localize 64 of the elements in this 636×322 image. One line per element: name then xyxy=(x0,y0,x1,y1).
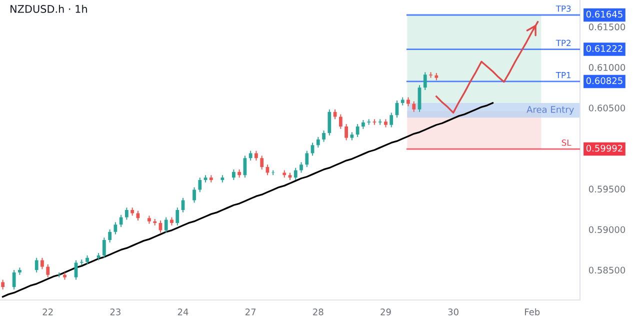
candlestick xyxy=(136,210,140,222)
candlestick xyxy=(294,167,298,180)
candlestick xyxy=(305,150,309,168)
ref-line-label: SL xyxy=(562,139,572,146)
candlestick xyxy=(74,260,78,280)
candlestick xyxy=(46,264,50,278)
candlestick xyxy=(372,118,376,126)
candlestick xyxy=(248,150,252,162)
candlestick xyxy=(254,150,258,162)
candlestick xyxy=(378,118,382,126)
text: 0.61222 xyxy=(586,45,622,52)
ref-line-label: TP1 xyxy=(556,72,571,78)
candlestick xyxy=(322,130,326,142)
candlestick xyxy=(158,220,162,234)
line-series xyxy=(2,102,494,298)
candlestick xyxy=(338,114,342,130)
candlestick xyxy=(164,216,168,234)
candlestick xyxy=(102,237,106,258)
text: 0.59992 xyxy=(586,144,622,152)
text: 0.61645 xyxy=(586,10,622,18)
x-tick-label: 27 xyxy=(246,308,256,316)
candlestick xyxy=(333,108,337,120)
candlestick xyxy=(316,136,320,148)
candlestick xyxy=(390,112,394,128)
x-tick-label: 24 xyxy=(178,308,188,316)
candlestick xyxy=(108,228,112,243)
y-tick-label: 0.59000 xyxy=(588,226,626,234)
text: 0.60825 xyxy=(586,77,622,84)
x-tick-label: 23 xyxy=(110,308,120,316)
candlestick xyxy=(423,72,427,90)
x-tick-label: 29 xyxy=(380,308,391,316)
candlestick xyxy=(114,222,118,235)
candlestick xyxy=(57,272,61,278)
candlestick xyxy=(192,186,196,204)
candlestick xyxy=(119,214,123,228)
x-tick-label: Feb xyxy=(525,308,540,316)
candlestick xyxy=(12,270,16,290)
candlestick xyxy=(300,162,303,174)
candlestick xyxy=(328,108,332,136)
y-tick-label: 0.59500 xyxy=(588,186,626,192)
candlestick xyxy=(429,72,432,78)
x-tick-label: 28 xyxy=(313,308,324,316)
y-tick-label: 0.60500 xyxy=(588,104,626,112)
candlestick xyxy=(356,124,360,138)
candlestick xyxy=(198,177,202,193)
candlestick xyxy=(412,100,416,112)
candlestick xyxy=(125,207,128,220)
candlestick xyxy=(1,279,5,290)
candlestick xyxy=(176,207,180,226)
band-label: Area Entry xyxy=(526,106,574,115)
ref-line-label: TP3 xyxy=(556,5,571,12)
ref-line-label: TP2 xyxy=(556,40,570,46)
y-tick-label: 0.61000 xyxy=(588,64,626,71)
candlestick xyxy=(367,118,371,126)
candlestick xyxy=(40,257,44,270)
candlestick xyxy=(260,155,264,170)
x-tick-label: 30 xyxy=(448,308,458,316)
chart-title: NZDUSD.h · 1h xyxy=(10,4,87,13)
candlestick xyxy=(232,168,236,180)
candlestick xyxy=(344,124,348,141)
y-tick-label: 0.61500 xyxy=(588,23,626,30)
candlestick xyxy=(34,257,38,273)
x-tick-label: 22 xyxy=(42,308,53,316)
y-tick-label: 0.58500 xyxy=(588,266,626,274)
